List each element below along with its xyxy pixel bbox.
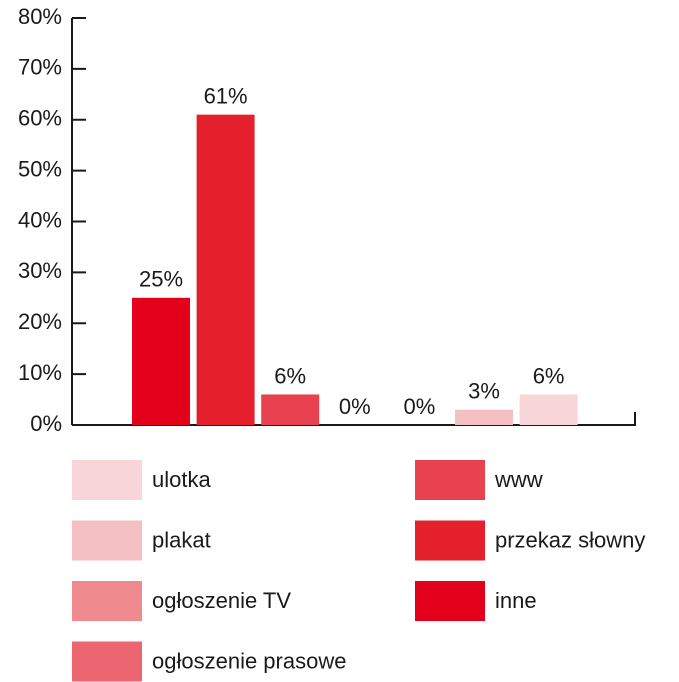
bar [196, 114, 255, 425]
data-label: 6% [274, 363, 306, 388]
legend-label: inne [495, 588, 537, 613]
y-tick-label: 50% [18, 156, 62, 181]
data-label: 0% [339, 394, 371, 419]
legend-swatch [72, 581, 142, 621]
legend-swatch [415, 520, 485, 561]
legend-swatch [72, 460, 142, 500]
legend-label: ogłoszenie prasowe [152, 648, 346, 673]
bar [519, 394, 578, 425]
bar [132, 297, 190, 425]
y-tick-label: 70% [18, 55, 62, 80]
data-label: 0% [404, 394, 436, 419]
legend-swatch [415, 581, 485, 621]
data-label: 25% [139, 267, 183, 292]
bar [261, 394, 320, 425]
y-tick-label: 40% [18, 207, 62, 232]
y-tick-label: 30% [18, 258, 62, 283]
legend-swatch [72, 520, 142, 561]
legend-label: ulotka [152, 467, 211, 492]
data-label: 3% [468, 379, 500, 404]
legend-swatch [72, 641, 142, 682]
y-tick-label: 20% [18, 309, 62, 334]
legend-label: przekaz słowny [495, 527, 645, 552]
y-tick-label: 0% [30, 411, 62, 436]
y-tick-label: 10% [18, 360, 62, 385]
bar [455, 409, 513, 425]
legend-swatch [415, 460, 485, 500]
legend-label: ogłoszenie TV [152, 588, 291, 613]
data-label: 61% [204, 83, 248, 108]
legend-label: www [494, 467, 543, 492]
y-tick-label: 60% [18, 106, 62, 131]
legend-label: plakat [152, 527, 211, 552]
data-label: 6% [533, 363, 565, 388]
y-tick-label: 80% [18, 4, 62, 29]
